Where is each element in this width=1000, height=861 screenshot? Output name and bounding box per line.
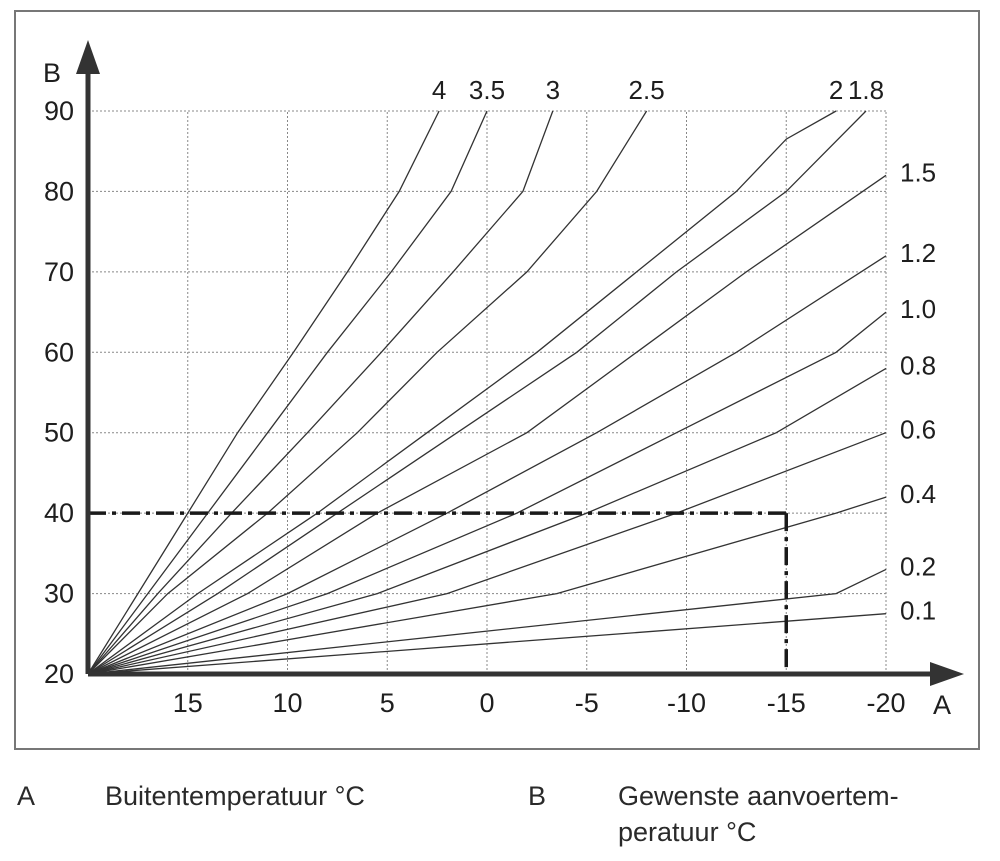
- curve-label-2.5: 2.5: [629, 75, 665, 105]
- x-tick-label: -15: [767, 688, 806, 718]
- legend-b-text: Gewenste aanvoertem-peratuur °C: [618, 781, 899, 847]
- y-tick-label: 40: [44, 498, 74, 528]
- heating-curve-1.0: [87, 311, 887, 675]
- heating-curve-0.6: [87, 432, 887, 675]
- heating-curve-1.8: [87, 110, 867, 675]
- heating-curve-chart: 4 3.5 3 2.5 2 1.8 1.5 1.2 1.0 0.8 0.6 0.4 0.2 0.1 15 10…: [43, 40, 964, 720]
- y-tick-label: 70: [44, 257, 74, 287]
- y-tick-label: 80: [44, 176, 74, 206]
- x-axis-label: A: [933, 690, 951, 720]
- y-tick-label: 30: [44, 579, 74, 609]
- y-tick-label: 20: [44, 659, 74, 689]
- x-tick-label: -10: [667, 688, 706, 718]
- y-tick-label: 60: [44, 337, 74, 367]
- y-tick-label: 50: [44, 418, 74, 448]
- y-axis-label: B: [43, 58, 61, 88]
- x-tick-label: -5: [575, 688, 599, 718]
- heating-curve-1.2: [87, 255, 887, 675]
- legend-b-key: B: [528, 781, 547, 811]
- heating-curve-4: [87, 110, 440, 675]
- x-tick-label: 15: [173, 688, 203, 718]
- heating-curve-1.5: [87, 174, 887, 675]
- x-tick-label: -20: [866, 688, 905, 718]
- x-axis-arrow: [930, 662, 964, 686]
- legend-a-key: A: [17, 781, 36, 811]
- curve-label-1.8: 1.8: [848, 75, 884, 105]
- curve-label-0.6: 0.6: [900, 415, 936, 445]
- curve-label-1.5: 1.5: [900, 157, 936, 187]
- curve-label-3.5: 3.5: [469, 75, 505, 105]
- y-axis-arrow: [76, 40, 100, 74]
- heating-curve-3.5: [87, 110, 488, 675]
- x-tick-label: 10: [272, 688, 302, 718]
- heating-curve-0.1: [87, 613, 887, 675]
- heating-curve-0.4: [87, 496, 887, 675]
- curve-label-3: 3: [546, 75, 560, 105]
- x-tick-label: 0: [479, 688, 494, 718]
- heating-curve-0.8: [87, 367, 887, 675]
- curve-label-0.1: 0.1: [900, 596, 936, 626]
- curve-label-1.0: 1.0: [900, 294, 936, 324]
- x-tick-label: 5: [380, 688, 395, 718]
- chart-frame: 4 3.5 3 2.5 2 1.8 1.5 1.2 1.0 0.8 0.6 0.4 0.2 0.1 15 10…: [14, 10, 980, 750]
- heating-curve-3: [87, 110, 554, 675]
- curve-label-4: 4: [432, 75, 446, 105]
- curve-label-0.2: 0.2: [900, 551, 936, 581]
- curve-label-0.8: 0.8: [900, 350, 936, 380]
- legend-a-text: Buitentemperatuur °C: [105, 781, 365, 811]
- curve-label-1.2: 1.2: [900, 238, 936, 268]
- curve-label-0.4: 0.4: [900, 479, 936, 509]
- heating-curve-2: [87, 110, 837, 675]
- curve-label-2: 2: [829, 75, 843, 105]
- y-tick-label: 90: [44, 96, 74, 126]
- heating-curve-2.5: [87, 110, 648, 675]
- heating-curve-0.2: [87, 568, 887, 675]
